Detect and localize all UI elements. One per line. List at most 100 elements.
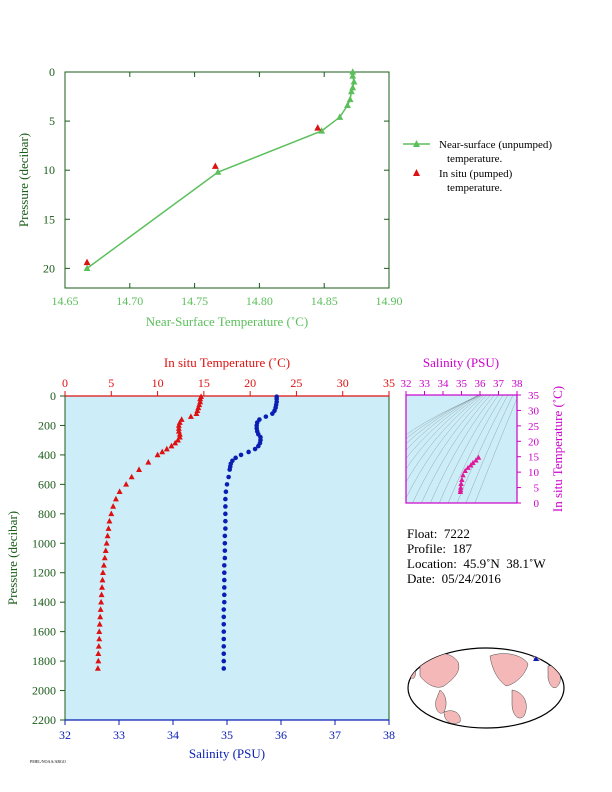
salinity-point: [222, 570, 227, 576]
pressure-tick-label: 1200: [32, 566, 56, 580]
salinity-point: [270, 411, 275, 416]
ts-x-tick-label: 34: [438, 378, 450, 390]
unpumped-point: [349, 68, 357, 75]
ts-density-contour: [439, 395, 499, 503]
temperature-tick-label: 10: [152, 376, 164, 390]
temperature-point: [101, 554, 108, 561]
salinity-point: [221, 629, 227, 634]
unpumped-point: [83, 264, 91, 272]
salinity-point: [221, 666, 227, 671]
temperature-tick-label: 0: [62, 376, 68, 390]
unpumped-point: [318, 127, 326, 134]
temperature-point: [159, 448, 166, 455]
profile-chart: 0 5 10 15 20 25 30 35 32 33 34 35 36 37 38 0 200 400 600…: [5, 355, 395, 761]
landmass-north-america: [489, 653, 529, 687]
legend-pumped-line1: In situ (pumped): [439, 168, 513, 180]
salinity-point: [222, 548, 228, 553]
salinity-point: [221, 636, 227, 642]
pressure-tick-label: 2000: [32, 684, 56, 698]
ts-density-contour: [406, 395, 485, 499]
salinity-point: [221, 651, 227, 657]
top-y-tick-label: 15: [43, 212, 55, 226]
legend-pumped-line2: temperature.: [447, 182, 503, 194]
temperature-point: [174, 436, 181, 443]
ts-density-contour: [406, 395, 481, 439]
salinity-tick-label: 35: [221, 728, 233, 742]
ts-point: [465, 464, 471, 470]
salinity-point: [256, 443, 261, 449]
ts-density-contour: [430, 395, 495, 503]
ts-x-tick-label: 36: [475, 378, 487, 390]
profile-temperature-label: In situ Temperature (˚C): [164, 355, 290, 370]
temperature-tick-label: 30: [337, 376, 349, 390]
salinity-tick-label: 38: [383, 728, 395, 742]
ts-y-tick-label: 25: [528, 421, 540, 433]
ts-diagram: 32 33 34 35 36 37 38 0 5 10 15 20 25 30 35 Salinity (…: [401, 355, 566, 512]
top-y-axis-label: Pressure (decibar): [16, 133, 31, 227]
ts-y-tick-label: 20: [528, 436, 540, 448]
ts-density-contour: [406, 395, 481, 470]
temperature-point: [175, 425, 182, 431]
pumped-point: [83, 258, 91, 266]
salinity-point: [223, 504, 228, 509]
temperature-point: [105, 525, 112, 531]
salinity-tick-label: 36: [275, 728, 287, 742]
ts-y-tick-label: 15: [528, 452, 540, 464]
salinity-point: [223, 496, 228, 502]
legend-unpumped-marker: [413, 140, 420, 147]
salinity-point: [222, 563, 227, 568]
temperature-tick-label: 20: [244, 376, 256, 390]
temperature-point: [104, 532, 111, 539]
pressure-tick-label: 400: [38, 448, 56, 462]
temperature-point: [95, 643, 102, 649]
temperature-point: [168, 442, 175, 449]
top-x-tick-label: 14.80: [246, 294, 273, 308]
legend-unpumped-label: Near-surface (unpumped) temperature.: [439, 139, 555, 165]
temperature-point: [145, 458, 152, 465]
temperature-point: [123, 481, 130, 487]
profile-pressure-label: Pressure (decibar): [5, 511, 20, 605]
top-plot-frame: [64, 71, 390, 289]
ts-density-contour: [406, 395, 480, 459]
float-location-marker: [533, 656, 539, 661]
salinity-point: [238, 452, 244, 458]
temperature-point: [94, 665, 101, 671]
landmass-south-america: [511, 689, 527, 719]
temperature-point: [110, 503, 117, 509]
unpumped-point: [336, 113, 344, 120]
float-id: Float: 7222: [407, 526, 470, 541]
top-x-tick-label: 14.65: [52, 294, 79, 308]
temperature-point: [100, 562, 107, 568]
ts-density-contour: [447, 395, 504, 503]
ts-x-tick-label: 38: [512, 378, 524, 390]
temperature-point: [187, 413, 194, 419]
temperature-point: [172, 439, 179, 446]
temperature-point: [154, 451, 161, 458]
ts-x-tick-label: 32: [401, 378, 412, 390]
unpumped-point: [344, 101, 351, 109]
salinity-point: [222, 592, 227, 598]
ts-y-tick-label: 30: [528, 405, 540, 417]
location: Location: 45.9˚N 38.1˚W: [407, 556, 546, 571]
salinity-point: [222, 585, 227, 590]
pressure-tick-label: 1000: [32, 536, 56, 550]
temperature-point: [96, 620, 103, 627]
unpumped-point: [349, 72, 357, 79]
temperature-point: [103, 539, 110, 546]
salinity-point: [223, 511, 228, 517]
legend-pumped-label: In situ (pumped) temperature.: [439, 168, 515, 194]
top-x-tick-label: 14.90: [376, 294, 403, 308]
top-y-tick-label: 5: [49, 114, 55, 128]
temperature-point: [176, 430, 183, 437]
salinity-point: [222, 533, 228, 539]
ts-x-axis-label: Salinity (PSU): [423, 355, 499, 370]
ts-density-contour: [406, 395, 480, 445]
ts-density-contour: [406, 395, 483, 483]
top-x-tick-label: 14.70: [116, 294, 143, 308]
ts-point: [462, 467, 468, 474]
salinity-point: [222, 577, 227, 583]
pressure-tick-label: 200: [38, 418, 56, 432]
unpumped-point: [346, 95, 354, 103]
world-map: [407, 647, 565, 729]
